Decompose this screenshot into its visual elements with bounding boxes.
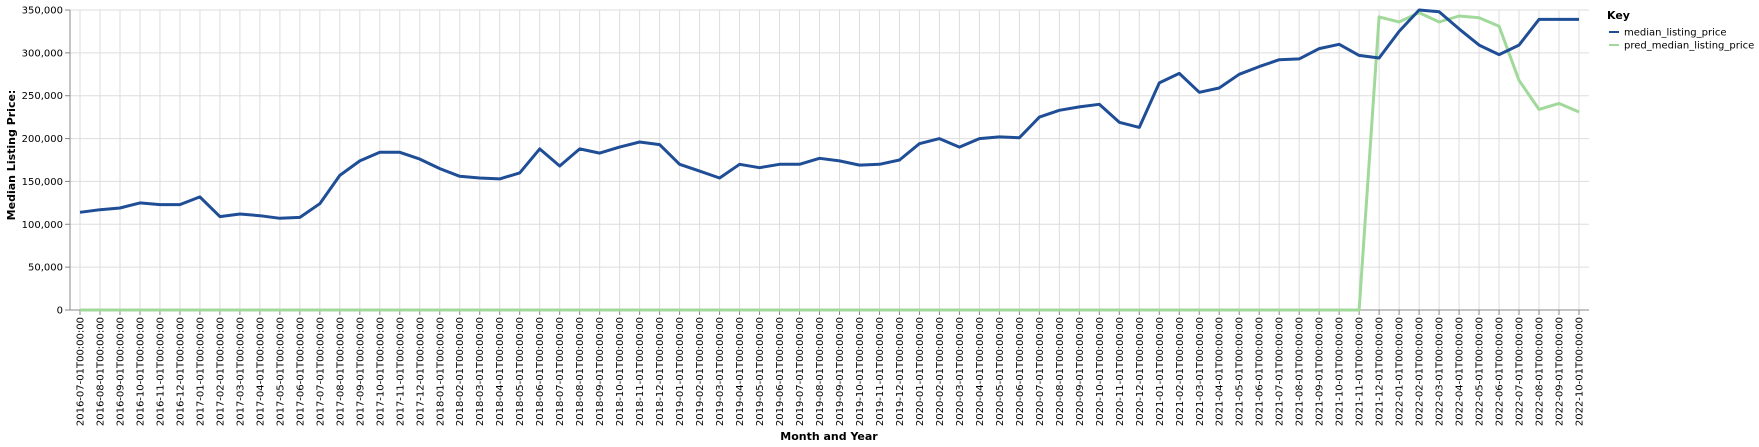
series-line-median-listing-price xyxy=(79,8,1579,220)
x-tick-label: 2018-08-01T00:00:00 xyxy=(575,317,586,426)
x-tick-label: 2017-02-01T00:00:00 xyxy=(215,317,226,426)
x-tick-label: 2018-02-01T00:00:00 xyxy=(455,317,466,426)
legend-title: Key xyxy=(1607,9,1630,22)
x-tick-label: 2020-12-01T00:00:00 xyxy=(1135,317,1146,426)
x-tick-label: 2019-08-01T00:00:00 xyxy=(815,317,826,426)
x-tick-label: 2021-03-01T00:00:00 xyxy=(1195,317,1206,426)
x-tick-label: 2022-10-01T00:00:00 xyxy=(1575,317,1586,426)
x-tick-label: 2022-08-01T00:00:00 xyxy=(1535,317,1546,426)
x-tick-label: 2018-12-01T00:00:00 xyxy=(655,317,666,426)
x-tick-label: 2017-01-01T00:00:00 xyxy=(195,317,206,426)
x-tick-label: 2020-08-01T00:00:00 xyxy=(1055,317,1066,426)
x-tick-label: 2017-11-01T00:00:00 xyxy=(395,317,406,426)
x-tick-label: 2016-12-01T00:00:00 xyxy=(175,317,186,426)
x-tick-label: 2021-11-01T00:00:00 xyxy=(1355,317,1366,426)
x-tick-label: 2020-04-01T00:00:00 xyxy=(975,317,986,426)
y-tick-label: 0 xyxy=(57,306,63,317)
x-tick-label: 2019-04-01T00:00:00 xyxy=(735,317,746,426)
x-tick-label: 2017-08-01T00:00:00 xyxy=(335,317,346,426)
grid-lines xyxy=(70,9,1589,311)
x-tick-label: 2021-04-01T00:00:00 xyxy=(1215,317,1226,426)
x-tick-label: 2021-12-01T00:00:00 xyxy=(1375,317,1386,426)
x-tick-label: 2022-01-01T00:00:00 xyxy=(1395,317,1406,426)
x-tick-label: 2022-03-01T00:00:00 xyxy=(1435,317,1446,426)
x-tick-label: 2020-10-01T00:00:00 xyxy=(1095,317,1106,426)
x-tick-label: 2018-10-01T00:00:00 xyxy=(615,317,626,426)
x-tick-label: 2019-02-01T00:00:00 xyxy=(695,317,706,426)
y-tick-label: 300,000 xyxy=(22,48,63,59)
x-tick-label: 2019-01-01T00:00:00 xyxy=(675,317,686,426)
y-tick-label: 350,000 xyxy=(22,6,63,17)
x-tick-label: 2022-05-01T00:00:00 xyxy=(1475,317,1486,426)
x-tick-label: 2016-10-01T00:00:00 xyxy=(135,317,146,426)
x-tick-label: 2020-01-01T00:00:00 xyxy=(915,317,926,426)
x-tick-label: 2017-06-01T00:00:00 xyxy=(295,317,306,426)
x-tick-label: 2019-11-01T00:00:00 xyxy=(875,317,886,426)
y-tick-label: 200,000 xyxy=(22,134,63,145)
y-tick-label: 100,000 xyxy=(22,220,63,231)
legend: Key median_listing_price pred_median_list… xyxy=(1607,9,1754,52)
x-tick-label: 2022-04-01T00:00:00 xyxy=(1455,317,1466,426)
x-axis-title: Month and Year xyxy=(780,430,878,443)
x-tick-label: 2022-09-01T00:00:00 xyxy=(1555,317,1566,426)
x-tick-label: 2017-09-01T00:00:00 xyxy=(355,317,366,426)
x-tick-label: 2019-12-01T00:00:00 xyxy=(895,317,906,426)
x-tick-label: 2017-03-01T00:00:00 xyxy=(235,317,246,426)
x-tick-label: 2019-05-01T00:00:00 xyxy=(755,317,766,426)
legend-label: median_listing_price xyxy=(1624,28,1727,39)
x-tick-label: 2018-09-01T00:00:00 xyxy=(595,317,606,426)
x-tick-label: 2020-05-01T00:00:00 xyxy=(995,317,1006,426)
legend-items: median_listing_price pred_median_listing_… xyxy=(1609,28,1754,52)
x-tick-label: 2021-01-01T00:00:00 xyxy=(1155,317,1166,426)
x-tick-label: 2018-04-01T00:00:00 xyxy=(495,317,506,426)
legend-label: pred_median_listing_price xyxy=(1624,41,1754,52)
x-tick-label: 2016-07-01T00:00:00 xyxy=(76,317,87,426)
x-tick-label: 2017-10-01T00:00:00 xyxy=(375,317,386,426)
x-tick-label: 2021-02-01T00:00:00 xyxy=(1175,317,1186,426)
x-tick-label: 2020-11-01T00:00:00 xyxy=(1115,317,1126,426)
x-tick-label: 2018-03-01T00:00:00 xyxy=(475,317,486,426)
x-tick-label: 2016-11-01T00:00:00 xyxy=(155,317,166,426)
y-tick-label: 50,000 xyxy=(28,263,63,274)
x-tick-label: 2018-01-01T00:00:00 xyxy=(435,317,446,426)
series-lines xyxy=(79,8,1580,312)
x-tick-label: 2019-06-01T00:00:00 xyxy=(775,317,786,426)
x-tick-label: 2018-11-01T00:00:00 xyxy=(635,317,646,426)
x-tick-label: 2020-02-01T00:00:00 xyxy=(935,317,946,426)
x-tick-label: 2017-05-01T00:00:00 xyxy=(275,317,286,426)
x-tick-label: 2019-03-01T00:00:00 xyxy=(715,317,726,426)
x-tick-label: 2018-07-01T00:00:00 xyxy=(555,317,566,426)
x-tick-label: 2022-02-01T00:00:00 xyxy=(1415,317,1426,426)
x-tick-label: 2019-07-01T00:00:00 xyxy=(795,317,806,426)
x-tick-label: 2016-08-01T00:00:00 xyxy=(95,317,106,426)
x-tick-label: 2017-04-01T00:00:00 xyxy=(255,317,266,426)
series-line-pred-median-listing-price xyxy=(80,11,1580,312)
x-tick-label: 2021-05-01T00:00:00 xyxy=(1235,317,1246,426)
x-tick-label: 2022-07-01T00:00:00 xyxy=(1515,317,1526,426)
x-axis: 2016-07-01T00:00:00 2016-08-01T00:00:00 20… xyxy=(76,310,1586,426)
x-tick-label: 2017-07-01T00:00:00 xyxy=(315,317,326,426)
x-tick-label: 2021-09-01T00:00:00 xyxy=(1315,317,1326,426)
y-axis: 0 50,000 100,000 150,000 200,000 250,000 300,0… xyxy=(22,6,70,317)
x-tick-label: 2021-07-01T00:00:00 xyxy=(1275,317,1286,426)
x-tick-label: 2020-03-01T00:00:00 xyxy=(955,317,966,426)
x-tick-label: 2021-08-01T00:00:00 xyxy=(1295,317,1306,426)
x-tick-label: 2020-09-01T00:00:00 xyxy=(1075,317,1086,426)
x-tick-label: 2016-09-01T00:00:00 xyxy=(115,317,126,426)
y-tick-label: 250,000 xyxy=(22,91,63,102)
x-tick-label: 2018-05-01T00:00:00 xyxy=(515,317,526,426)
x-tick-label: 2019-09-01T00:00:00 xyxy=(835,317,846,426)
y-axis-title: Median Listing Price: xyxy=(5,90,18,221)
x-tick-label: 2021-06-01T00:00:00 xyxy=(1255,317,1266,426)
y-tick-label: 150,000 xyxy=(22,177,63,188)
x-tick-label: 2021-10-01T00:00:00 xyxy=(1335,317,1346,426)
x-tick-label: 2020-07-01T00:00:00 xyxy=(1035,317,1046,426)
x-tick-label: 2018-06-01T00:00:00 xyxy=(535,317,546,426)
x-tick-label: 2017-12-01T00:00:00 xyxy=(415,317,426,426)
x-tick-label: 2022-06-01T00:00:00 xyxy=(1495,317,1506,426)
x-tick-label: 2019-10-01T00:00:00 xyxy=(855,317,866,426)
x-tick-label: 2020-06-01T00:00:00 xyxy=(1015,317,1026,426)
